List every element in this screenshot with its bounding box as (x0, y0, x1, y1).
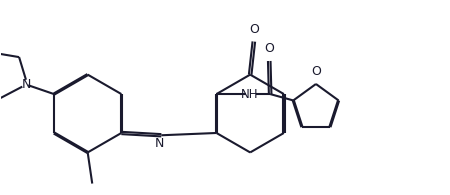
Text: O: O (264, 42, 274, 55)
Text: N: N (21, 78, 31, 91)
Text: O: O (249, 23, 259, 35)
Text: NH: NH (241, 88, 258, 101)
Text: N: N (154, 137, 164, 150)
Text: O: O (311, 65, 321, 78)
